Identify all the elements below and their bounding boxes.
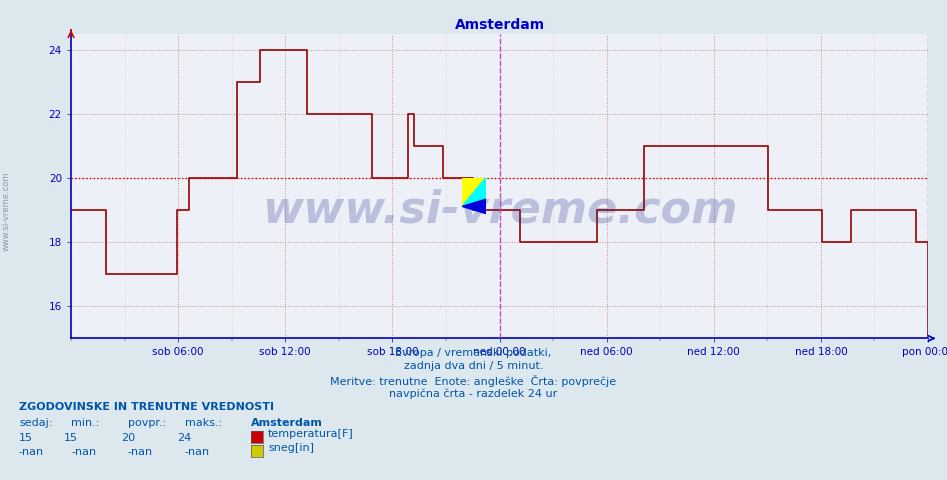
- Text: Meritve: trenutne  Enote: angleške  Črta: povprečje: Meritve: trenutne Enote: angleške Črta: …: [331, 375, 616, 387]
- Polygon shape: [462, 178, 486, 206]
- Text: -nan: -nan: [71, 447, 97, 457]
- Text: zadnja dva dni / 5 minut.: zadnja dva dni / 5 minut.: [403, 361, 544, 372]
- Text: maks.:: maks.:: [185, 418, 222, 428]
- Text: navpična črta - razdelek 24 ur: navpična črta - razdelek 24 ur: [389, 389, 558, 399]
- Text: 20: 20: [121, 432, 134, 443]
- Text: Amsterdam: Amsterdam: [251, 418, 323, 428]
- Text: www.si-vreme.com: www.si-vreme.com: [261, 189, 738, 232]
- Polygon shape: [462, 199, 486, 214]
- Text: -nan: -nan: [19, 447, 45, 457]
- Text: www.si-vreme.com: www.si-vreme.com: [2, 171, 11, 251]
- Text: ZGODOVINSKE IN TRENUTNE VREDNOSTI: ZGODOVINSKE IN TRENUTNE VREDNOSTI: [19, 402, 274, 412]
- Text: -nan: -nan: [185, 447, 210, 457]
- Text: sneg[in]: sneg[in]: [268, 443, 314, 453]
- Text: sedaj:: sedaj:: [19, 418, 52, 428]
- Text: temperatura[F]: temperatura[F]: [268, 429, 354, 439]
- Title: Amsterdam: Amsterdam: [455, 18, 545, 33]
- Text: min.:: min.:: [71, 418, 99, 428]
- Text: 24: 24: [177, 432, 192, 443]
- Text: 15: 15: [64, 432, 78, 443]
- Polygon shape: [462, 178, 486, 206]
- Text: -nan: -nan: [128, 447, 153, 457]
- Text: Evropa / vremenski podatki,: Evropa / vremenski podatki,: [396, 348, 551, 358]
- Text: 15: 15: [19, 432, 33, 443]
- Text: povpr.:: povpr.:: [128, 418, 166, 428]
